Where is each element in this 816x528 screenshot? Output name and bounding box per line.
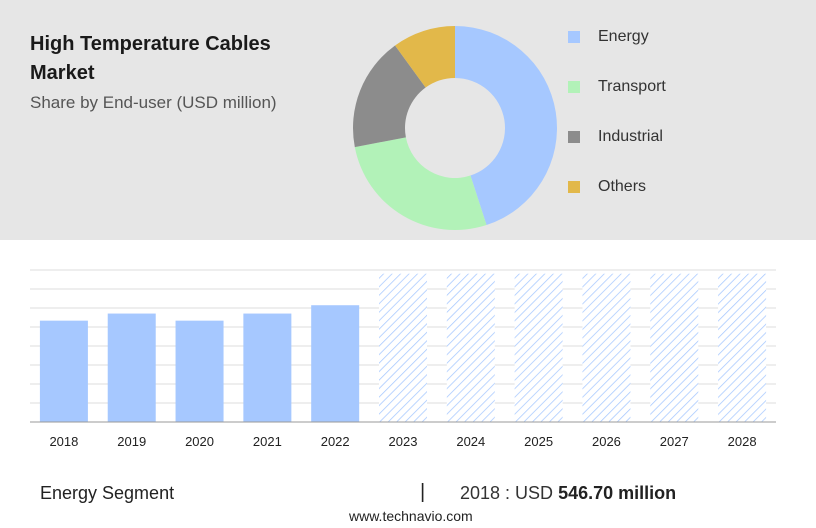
footer-value-amount: 546.70 million [558,483,677,503]
forecast-bar-2027 [650,273,699,422]
legend-item-energy: Energy [568,12,666,62]
x-tick-label: 2020 [185,434,214,449]
bar-2022 [311,305,360,422]
legend-label: Industrial [598,128,663,145]
x-tick-label: 2027 [660,434,689,449]
source-link[interactable]: www.technavio.com [349,508,473,524]
legend-label: Others [598,178,647,195]
legend-item-transport: Transport [568,62,666,112]
x-tick-label: 2018 [49,434,78,449]
bar-chart: 2018 2019 2020 2021 2022 2023 2024 2025 2026 2027… [30,269,776,449]
forecast-bar-2028 [718,273,767,422]
donut-slice-energy [455,26,557,226]
legend-label: Energy [598,28,649,45]
forecast-bar-2024 [446,273,495,422]
footer-divider: | [420,481,426,503]
forecast-bar-2026 [582,273,631,422]
x-tick-label: 2025 [524,434,553,449]
x-tick-label: 2024 [456,434,485,449]
legend-swatch [568,131,580,143]
x-tick-label: 2021 [253,434,282,449]
bar-2018 [39,320,88,422]
x-tick-label: 2023 [389,434,418,449]
forecast-bar-2023 [379,273,427,422]
footer-segment-label: Energy Segment [40,483,175,503]
chart-subtitle: Share by End-user (USD million) [30,93,277,112]
donut-legend: Energy Transport Industrial Others [568,12,666,212]
legend-item-others: Others [568,162,666,212]
footer-value-prefix: 2018 : USD [460,483,554,503]
footer-value: 2018 : USD 546.70 million [460,483,676,504]
donut-slice-transport [354,137,487,231]
donut-chart [353,26,557,231]
x-tick-label: 2022 [321,434,350,449]
forecast-bar-2025 [514,273,563,422]
legend-label: Transport [598,78,666,95]
bar-2020 [175,320,224,422]
legend-swatch [568,181,580,193]
legend-item-industrial: Industrial [568,112,666,162]
bar-2021 [243,313,292,422]
legend-swatch [568,81,580,93]
donut-slice-others [395,26,455,88]
chart-title: High Temperature Cables Market [30,33,271,84]
donut-slice-industrial [353,45,426,148]
bar-2019 [107,313,156,422]
x-tick-label: 2019 [117,434,146,449]
x-tick-label: 2026 [592,434,621,449]
legend-swatch [568,31,580,43]
x-tick-label: 2028 [728,434,757,449]
